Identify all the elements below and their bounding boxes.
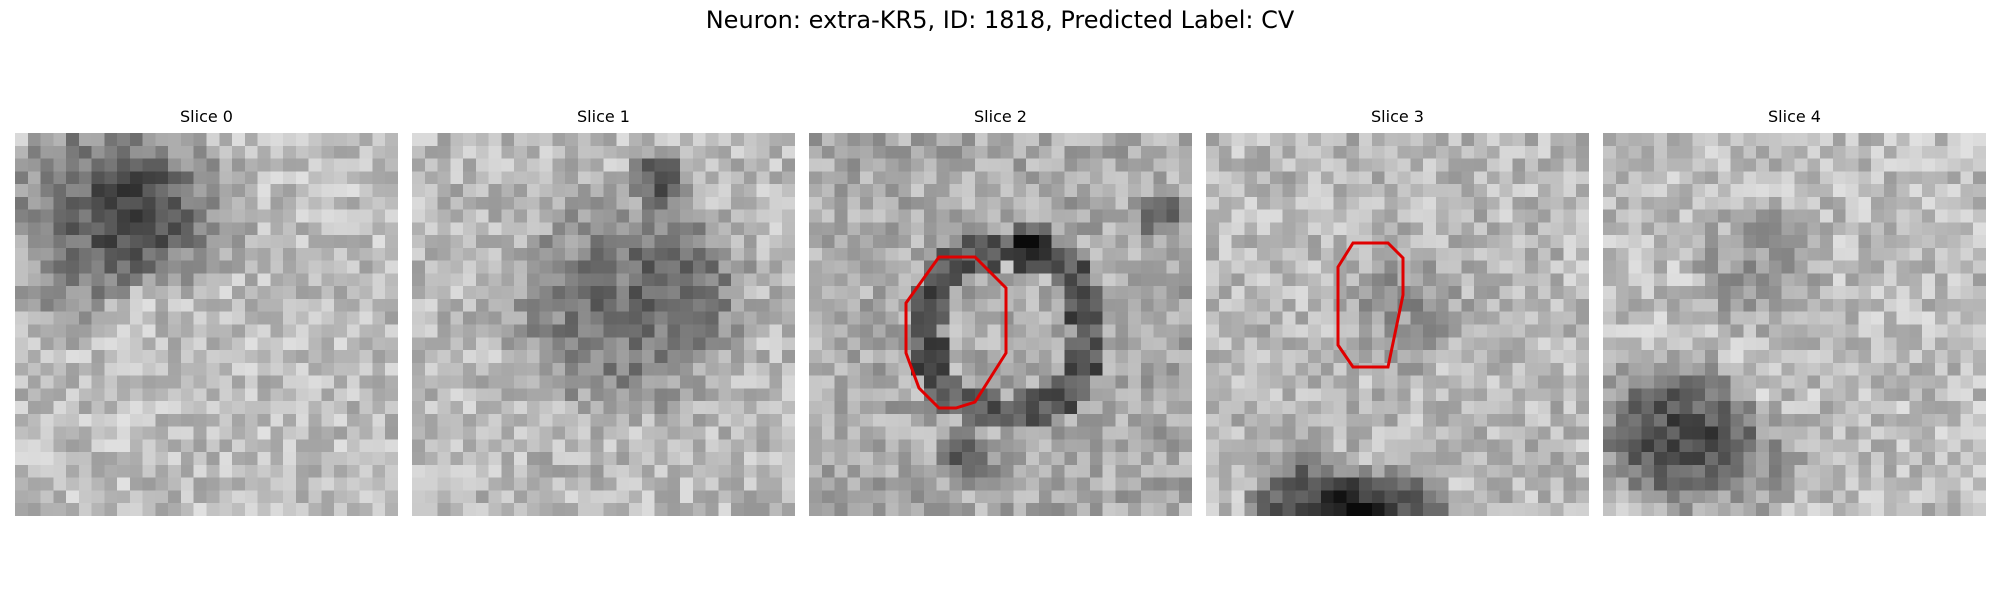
slice-title: Slice 2 xyxy=(974,107,1027,126)
slice-panel-1: Slice 1 xyxy=(412,107,795,516)
slice-image xyxy=(1603,133,1986,516)
slice-image xyxy=(1206,133,1589,516)
slice-title: Slice 3 xyxy=(1371,107,1424,126)
slice-panel-2: Slice 2 xyxy=(809,107,1192,516)
slice-title: Slice 4 xyxy=(1768,107,1821,126)
slice-image xyxy=(809,133,1192,516)
slice-panel-3: Slice 3 xyxy=(1206,107,1589,516)
slice-panel-0: Slice 0 xyxy=(15,107,398,516)
slice-title: Slice 1 xyxy=(577,107,630,126)
slice-image xyxy=(15,133,398,516)
slice-title: Slice 0 xyxy=(180,107,233,126)
slice-panel-4: Slice 4 xyxy=(1603,107,1986,516)
slice-image xyxy=(412,133,795,516)
figure-title: Neuron: extra-KR5, ID: 1818, Predicted L… xyxy=(705,6,1295,34)
